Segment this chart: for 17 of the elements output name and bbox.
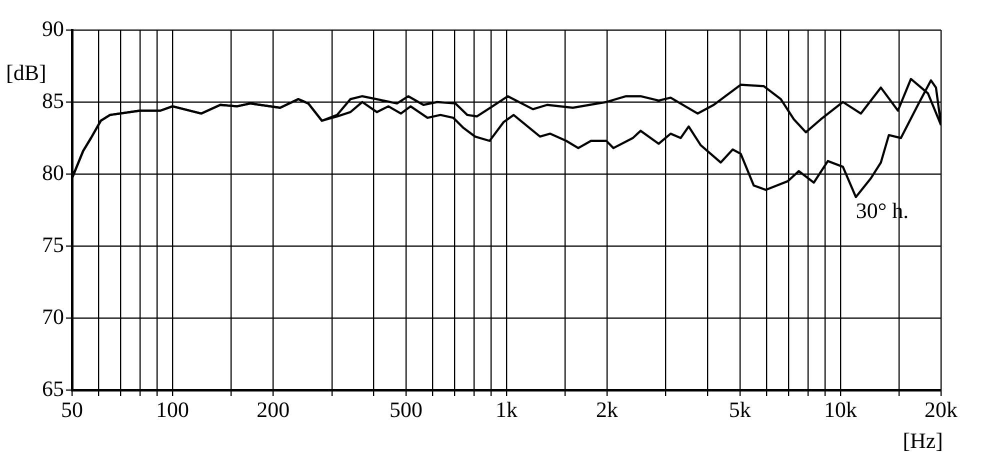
y-tick-label: 90 [42,16,64,41]
x-tick-label: 50 [61,396,83,422]
y-tick-label: 85 [42,88,64,113]
x-tick-label: 2k [596,396,618,422]
y-tick-label: 65 [42,376,64,401]
x-tick-label: 200 [256,396,290,422]
x-tick-label: 5k [728,396,751,422]
y-tick-label: 70 [42,304,64,329]
x-tick-label: 100 [156,396,190,422]
x-tick-label: 500 [389,396,422,422]
x-tick-label: 10k [824,396,857,422]
x-tick-label: 1k [496,396,518,422]
y-axis-title: [dB] [6,60,46,86]
x-axis-title: [Hz] [902,428,943,454]
y-tick-label: 80 [42,160,64,185]
y-tick-label: 75 [42,232,64,257]
x-tick-label: 20k [924,396,958,422]
